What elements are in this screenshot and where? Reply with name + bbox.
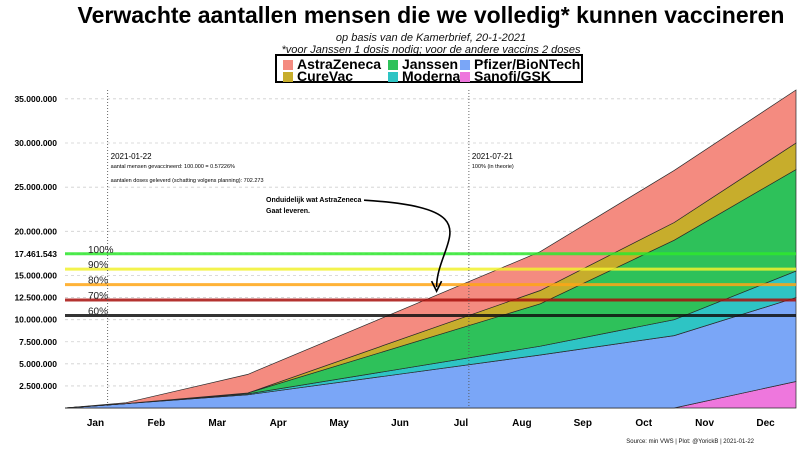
y-tick-label-2: 7.500.000 (19, 337, 57, 347)
annotation-arrow (363, 199, 451, 288)
y-tick-label-7: 20.000.000 (14, 226, 57, 236)
legend-label: CureVac (297, 68, 354, 84)
legend-entry-astrazeneca: AstraZeneca (283, 56, 382, 72)
legend-swatch (283, 72, 293, 82)
y-tick-label-10: 35.000.000 (14, 94, 57, 104)
legend-entry-moderna: Moderna (388, 68, 461, 84)
legend-swatch (460, 72, 470, 82)
x-tick-label-may: May (329, 418, 349, 429)
threshold-label-70: 70% (88, 291, 108, 302)
x-tick-label-feb: Feb (147, 418, 165, 429)
threshold-label-80: 80% (88, 276, 108, 287)
area-astrazeneca (64, 89, 797, 409)
date-label-0: 2021-01-22 (111, 152, 152, 161)
legend-entry-pfizer: Pfizer/BioNTech (460, 56, 581, 72)
x-tick-label-nov: Nov (695, 418, 714, 429)
x-tick-label-aug: Aug (512, 418, 531, 429)
x-tick-label-apr: Apr (270, 418, 287, 429)
threshold-label-100: 100% (88, 245, 114, 256)
date-note-1-0: 100% (in theorie) (472, 164, 514, 170)
legend-label: Janssen (402, 56, 459, 72)
x-tick-label-jun: Jun (391, 418, 409, 429)
y-tick-label-3: 10.000.000 (14, 315, 57, 325)
annotation-text-1: Gaat leveren. (266, 208, 310, 215)
threshold-label-90: 90% (88, 260, 108, 271)
legend-label: Moderna (402, 68, 461, 84)
y-tick-label-4: 12.500.000 (14, 293, 57, 303)
date-note-0-1: aantalen doses geleverd (schatting volge… (111, 178, 264, 184)
legend-label: Sanofi/GSK (474, 68, 552, 84)
legend-swatch (388, 60, 398, 70)
x-tick-label-jan: Jan (87, 418, 104, 429)
y-tick-label-0: 2.500.000 (19, 381, 57, 391)
legend-label: AstraZeneca (297, 56, 382, 72)
chart-subtitle-note: *voor Janssen 1 dosis nodig; voor de and… (281, 44, 581, 56)
x-tick-label-mar: Mar (208, 418, 226, 429)
legend-label: Pfizer/BioNTech (474, 56, 581, 72)
x-tick-label-sep: Sep (574, 418, 592, 429)
source-footer: Source: min VWS | Plot: @YorickB | 2021-… (626, 439, 754, 445)
y-tick-label-8: 25.000.000 (14, 182, 57, 192)
threshold-label-60: 60% (88, 306, 108, 317)
x-tick-label-oct: Oct (635, 418, 652, 429)
x-tick-label-jul: Jul (454, 418, 469, 429)
date-label-1: 2021-07-21 (472, 152, 513, 161)
y-tick-label-9: 30.000.000 (14, 138, 57, 148)
legend-entry-curevac: CureVac (283, 68, 354, 84)
date-note-0-0: aantal mensen gevaccineerd: 100.000 = 0.… (111, 164, 235, 170)
x-tick-label-dec: Dec (756, 418, 775, 429)
y-tick-label-6: 17.461.543 (14, 249, 57, 259)
legend-swatch (388, 72, 398, 82)
legend-swatch (283, 60, 293, 70)
legend-entry-janssen: Janssen (388, 56, 459, 72)
y-tick-label-1: 5.000.000 (19, 359, 57, 369)
annotation-arrowhead (430, 280, 443, 293)
y-tick-label-5: 15.000.000 (14, 271, 57, 281)
annotation-text-0: Onduidelijk wat AstraZeneca (266, 197, 362, 204)
chart-title: Verwachte aantallen mensen die we volled… (77, 2, 785, 28)
legend-swatch (460, 60, 470, 70)
chart-legend: AstraZeneca Janssen Pfizer/BioNTech Cure… (275, 54, 583, 83)
chart-subtitle: op basis van de Kamerbrief, 20-1-2021 (335, 32, 527, 44)
legend-entry-sanofi: Sanofi/GSK (460, 68, 552, 84)
